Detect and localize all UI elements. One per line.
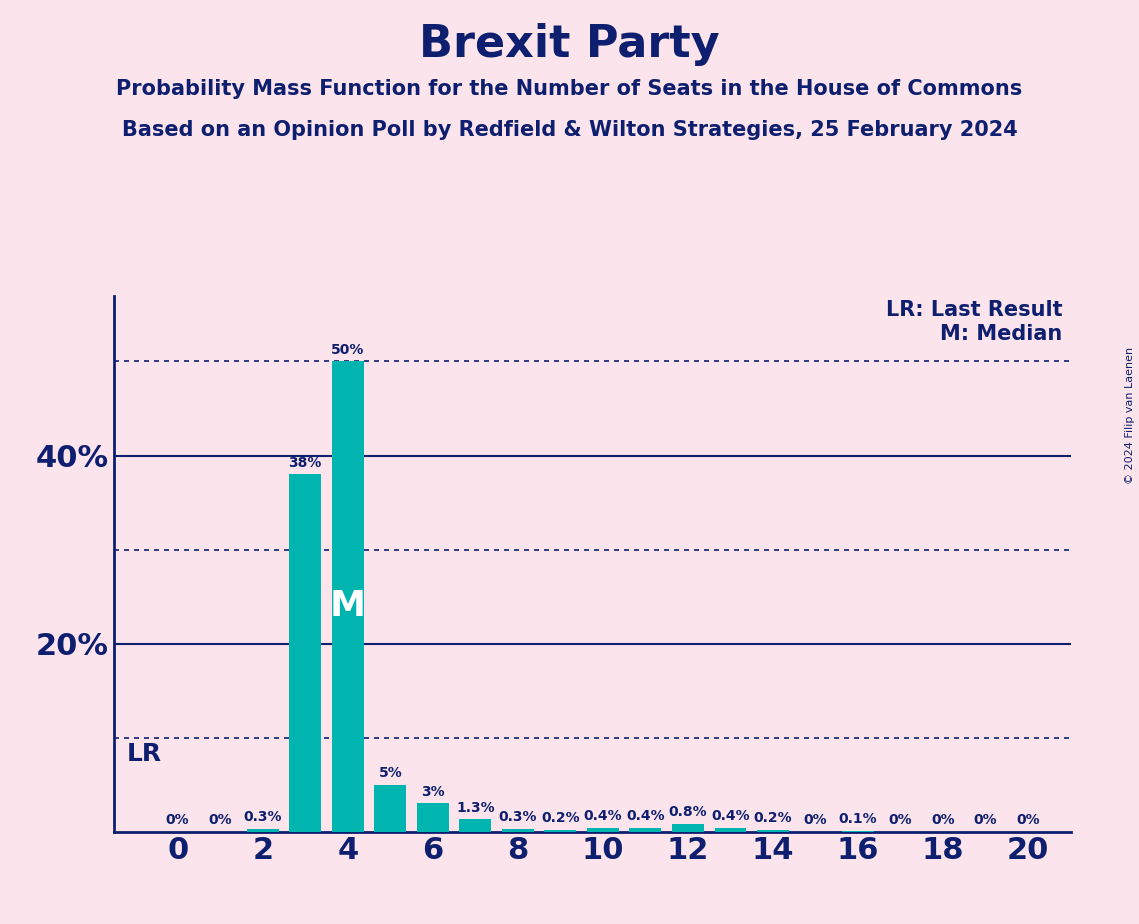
Bar [247,829,279,832]
Text: 0%: 0% [974,813,998,827]
Text: M: M [330,589,366,623]
Bar [630,828,662,832]
Bar [375,784,407,832]
Text: 0%: 0% [804,813,827,827]
Text: 0%: 0% [888,813,912,827]
Bar [417,803,449,832]
Text: 0.1%: 0.1% [838,812,877,826]
Text: 0.2%: 0.2% [754,811,793,825]
Text: 1.3%: 1.3% [456,801,494,815]
Text: 0%: 0% [1016,813,1040,827]
Bar [714,828,746,832]
Bar [289,474,321,832]
Text: 0.2%: 0.2% [541,811,580,825]
Bar [331,361,363,832]
Text: 0%: 0% [166,813,189,827]
Bar [459,820,491,832]
Text: 3%: 3% [421,784,444,798]
Bar [842,831,874,832]
Text: Brexit Party: Brexit Party [419,23,720,67]
Text: 5%: 5% [378,766,402,780]
Text: 0.8%: 0.8% [669,806,707,820]
Bar [544,830,576,832]
Text: © 2024 Filip van Laenen: © 2024 Filip van Laenen [1125,347,1134,484]
Text: 0%: 0% [932,813,954,827]
Text: LR: LR [126,742,162,766]
Text: 0.4%: 0.4% [626,809,665,823]
Text: 0.3%: 0.3% [244,810,282,824]
Text: Probability Mass Function for the Number of Seats in the House of Commons: Probability Mass Function for the Number… [116,79,1023,99]
Bar [587,828,618,832]
Text: 50%: 50% [331,343,364,357]
Text: 0.4%: 0.4% [711,809,749,823]
Text: M: Median: M: Median [940,324,1063,344]
Bar [672,824,704,832]
Bar [502,829,534,832]
Text: 0.3%: 0.3% [499,810,538,824]
Text: 38%: 38% [288,456,322,469]
Text: LR: Last Result: LR: Last Result [885,300,1063,321]
Bar [757,830,789,832]
Text: 0%: 0% [208,813,232,827]
Text: Based on an Opinion Poll by Redfield & Wilton Strategies, 25 February 2024: Based on an Opinion Poll by Redfield & W… [122,120,1017,140]
Text: 0.4%: 0.4% [583,809,622,823]
